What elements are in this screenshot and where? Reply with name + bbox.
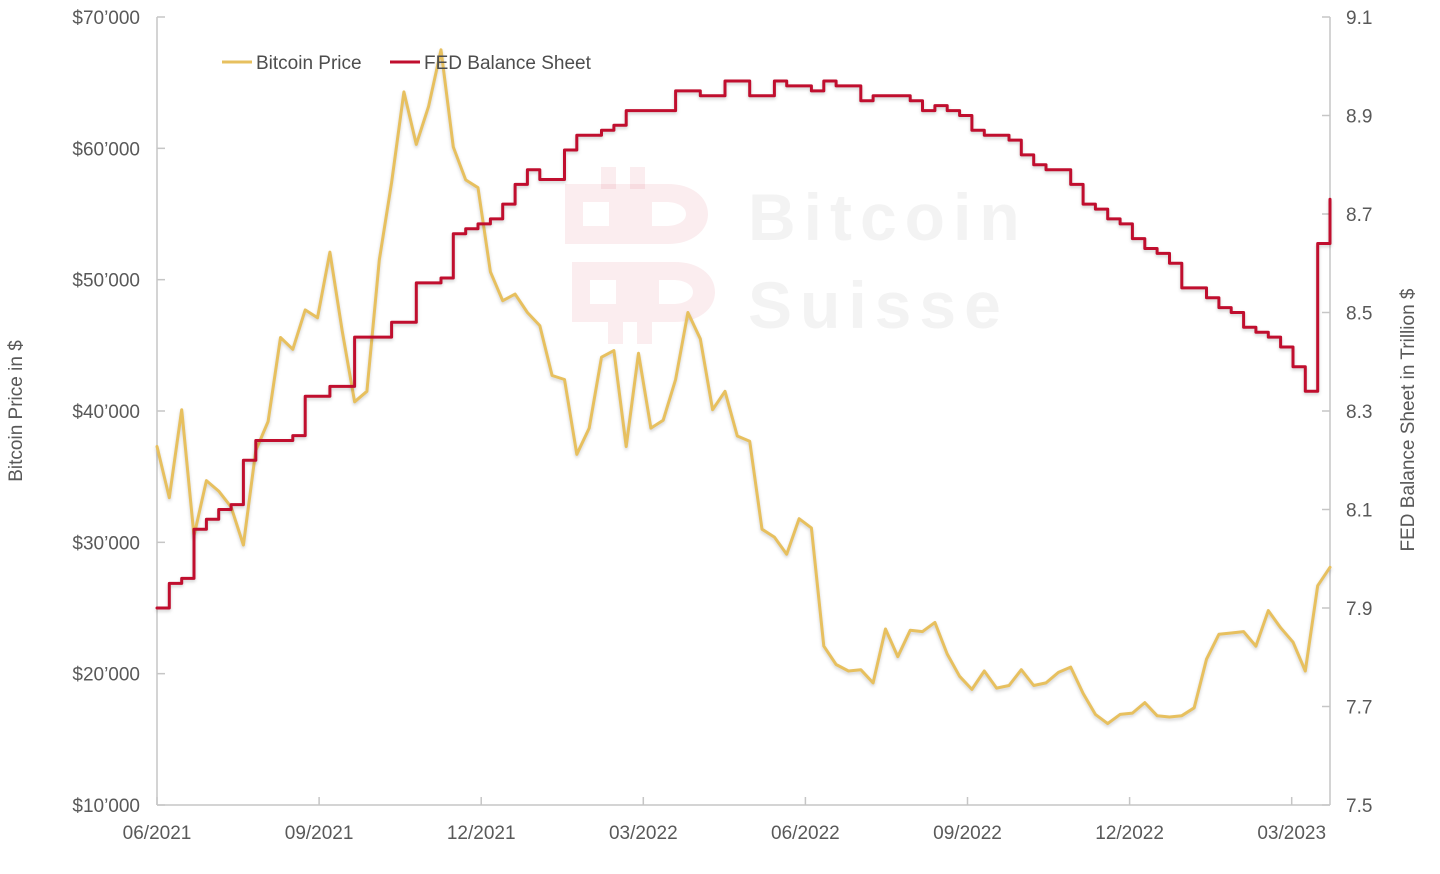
left-tick-label: $30’000 — [72, 533, 140, 554]
left-tick-label: $10’000 — [72, 796, 140, 817]
legend: Bitcoin Price FED Balance Sheet — [222, 53, 592, 74]
logo-upper-body — [565, 184, 708, 244]
right-axis-title: FED Balance Sheet in Trillion $ — [1398, 288, 1419, 551]
bitcoin-price-line — [155, 48, 1332, 726]
x-tick-label: 12/2021 — [447, 823, 516, 844]
left-tick-label: $70’000 — [72, 8, 140, 29]
left-axis-title: Bitcoin Price in $ — [6, 340, 27, 482]
right-tick-label: 8.1 — [1346, 501, 1372, 522]
watermark: Bitcoin Suisse — [565, 167, 1028, 344]
watermark-text-suisse: Suisse — [748, 268, 1009, 342]
right-tick-label: 7.5 — [1346, 796, 1372, 817]
x-tick-label: 09/2021 — [285, 823, 354, 844]
left-tick-label: $50’000 — [72, 271, 140, 292]
right-tick-label: 7.9 — [1346, 599, 1372, 620]
right-tick-label: 9.1 — [1346, 8, 1372, 29]
x-tick-label: 06/2022 — [771, 823, 840, 844]
right-tick-label: 8.7 — [1346, 205, 1372, 226]
logo-prong — [637, 322, 652, 344]
right-tick-label: 7.7 — [1346, 698, 1372, 719]
logo-prong — [630, 167, 645, 189]
right-tick-label: 8.9 — [1346, 107, 1372, 128]
watermark-text-bitcoin: Bitcoin — [748, 180, 1028, 254]
right-tick-label: 8.3 — [1346, 402, 1372, 423]
left-tick-label: $60’000 — [72, 139, 140, 160]
left-tick-label: $40’000 — [72, 402, 140, 423]
logo-lower-body — [572, 262, 715, 322]
legend-label-fed-balance-sheet: FED Balance Sheet — [424, 53, 592, 74]
left-tick-label: $20’000 — [72, 665, 140, 686]
fed-balance-sheet-line — [155, 79, 1332, 610]
x-tick-label: 12/2022 — [1095, 823, 1164, 844]
logo-prong — [608, 322, 623, 344]
x-tick-label: 03/2022 — [609, 823, 678, 844]
x-tick-label: 03/2023 — [1257, 823, 1326, 844]
series — [155, 48, 1332, 726]
legend-label-bitcoin-price: Bitcoin Price — [256, 53, 362, 74]
right-tick-label: 8.5 — [1346, 304, 1372, 325]
x-tick-label: 09/2022 — [933, 823, 1002, 844]
bitcoin-suisse-logo-icon — [565, 167, 715, 344]
axes: $70’000 $60’000 $50’000 $40’000 $30’000 $20’0… — [72, 8, 1372, 844]
x-tick-label: 06/2021 — [123, 823, 192, 844]
logo-prong — [601, 167, 616, 189]
